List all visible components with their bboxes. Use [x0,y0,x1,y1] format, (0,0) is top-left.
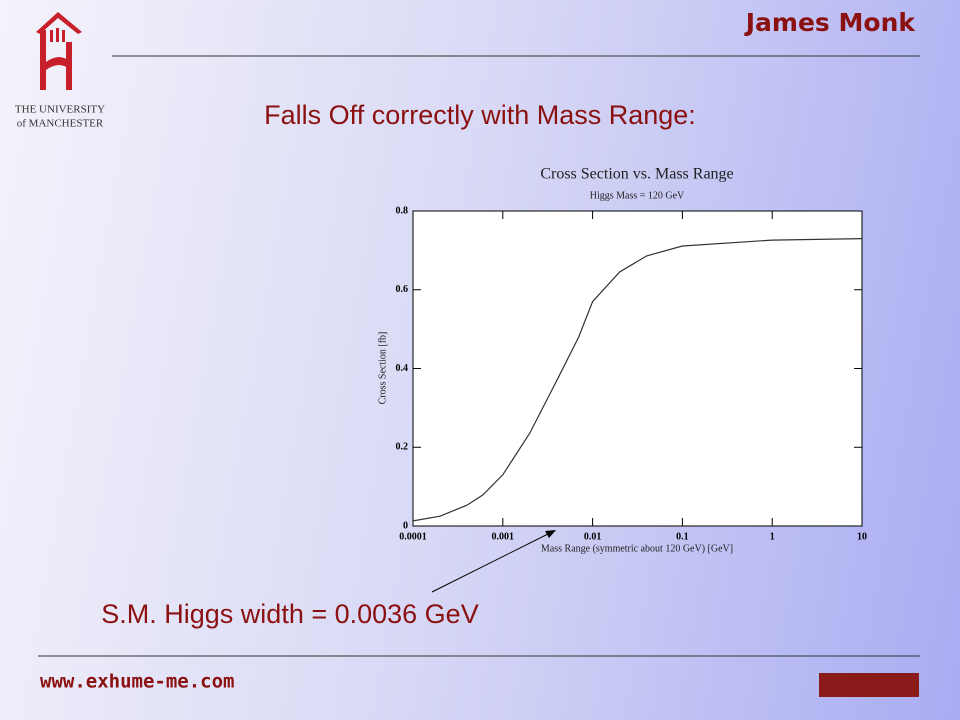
y-tick-label: 0 [403,520,408,531]
annotation-arrow [431,531,553,593]
x-axis-label: Mass Range (symmetric about 120 GeV) [Ge… [541,543,733,554]
chart-subtitle: Higgs Mass = 120 GeV [590,190,685,201]
logo [36,12,82,90]
university-name: of MANCHESTER [17,118,104,130]
x-tick-label: 0.001 [492,531,515,542]
x-tick-label: 10 [857,531,867,542]
x-tick-label: 1 [770,531,775,542]
chart: 0 0.2 0.4 0.6 0.8 0.0001 0.001 0.01 0.1 1 10 [396,205,868,542]
footer-bar [819,673,919,697]
plot-area [412,210,863,527]
university-name: THE UNIVERSITY [15,104,105,116]
author: James Monk [744,8,917,37]
chart-title: Cross Section vs. Mass Range [540,166,733,183]
x-tick-label: 0.0001 [399,531,427,542]
arrow-head [545,530,556,538]
y-tick-label: 0.8 [396,205,409,216]
y-tick-label: 0.2 [396,442,409,453]
x-tick-label: 0.1 [676,531,689,542]
y-axis-label: Cross Section [fb] [377,332,388,405]
data-line [412,238,863,522]
heading: Falls Off correctly with Mass Range: [264,100,696,130]
x-tick-label: 0.01 [584,531,602,542]
footer-link: www.exhume-me.com [40,671,234,693]
y-tick-label: 0.6 [396,284,409,295]
y-tick-label: 0.4 [396,363,409,374]
note: S.M. Higgs width = 0.0036 GeV [101,599,478,629]
